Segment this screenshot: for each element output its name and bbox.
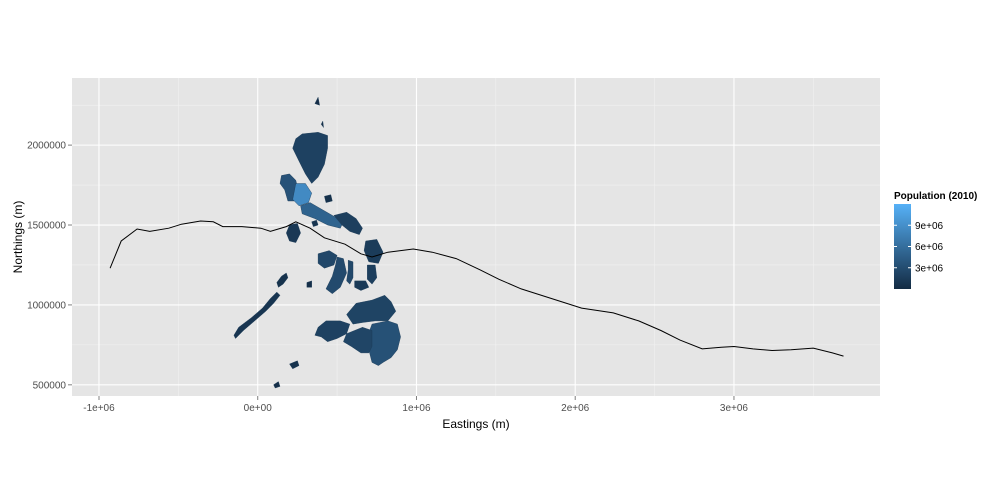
y-tick-label: 1500000: [27, 221, 66, 232]
region-central-luzon: [292, 183, 312, 207]
legend-break-label: 3e+06: [915, 263, 944, 274]
y-tick-label: 500000: [33, 380, 67, 391]
legend-title: Population (2010): [894, 191, 977, 202]
x-tick-label: 3e+06: [720, 403, 749, 414]
region-cotabato: [343, 327, 373, 354]
region-zamboanga: [314, 320, 351, 342]
legend-breaks: 3e+06 6e+06 9e+06: [894, 221, 944, 274]
region-leyte: [367, 264, 378, 285]
islet-polygon: [311, 219, 319, 227]
y-axis-ticks: 500000 1000000 1500000 2000000: [27, 141, 72, 391]
track-line-layer: [109, 220, 844, 357]
islet-polygon: [320, 120, 324, 129]
region-bohol: [354, 280, 370, 291]
track-line: [109, 220, 844, 357]
y-tick-label: 1000000: [27, 300, 66, 311]
islet-polygon: [273, 381, 281, 389]
region-sulu: [289, 360, 300, 370]
x-tick-label: 0e+00: [244, 403, 273, 414]
legend: Population (2010) 3e+06 6e+06 9e+06: [894, 191, 977, 289]
region-panay: [317, 250, 338, 269]
legend-break-label: 6e+06: [915, 242, 944, 253]
major-grid: [72, 78, 880, 396]
region-mindanao-north: [346, 295, 397, 325]
x-tick-label: 1e+06: [402, 403, 431, 414]
region-bicol: [333, 211, 363, 235]
plot-panel: [72, 78, 880, 396]
region-cebu: [346, 259, 354, 285]
islet-polygon: [324, 194, 333, 203]
x-axis-ticks: -1e+06 0e+00 1e+06 2e+06 3e+06: [83, 396, 748, 414]
region-palawan-a: [233, 291, 281, 339]
legend-break-label: 9e+06: [915, 221, 944, 232]
y-tick-label: 2000000: [27, 141, 66, 152]
region-samar: [363, 239, 384, 264]
province-polygons: [233, 96, 401, 389]
islet-polygon: [306, 280, 312, 288]
islet-polygon: [314, 96, 320, 106]
legend-colorbar: [894, 204, 911, 289]
y-axis-title: Northings (m): [11, 201, 25, 274]
minor-grid: [72, 78, 880, 396]
region-palawan-b: [276, 272, 289, 288]
x-axis-title: Eastings (m): [442, 417, 509, 431]
region-negros: [325, 256, 347, 294]
x-tick-label: -1e+06: [83, 403, 115, 414]
region-luzon-north: [292, 132, 328, 184]
region-mindoro: [286, 223, 301, 243]
x-tick-label: 2e+06: [561, 403, 590, 414]
